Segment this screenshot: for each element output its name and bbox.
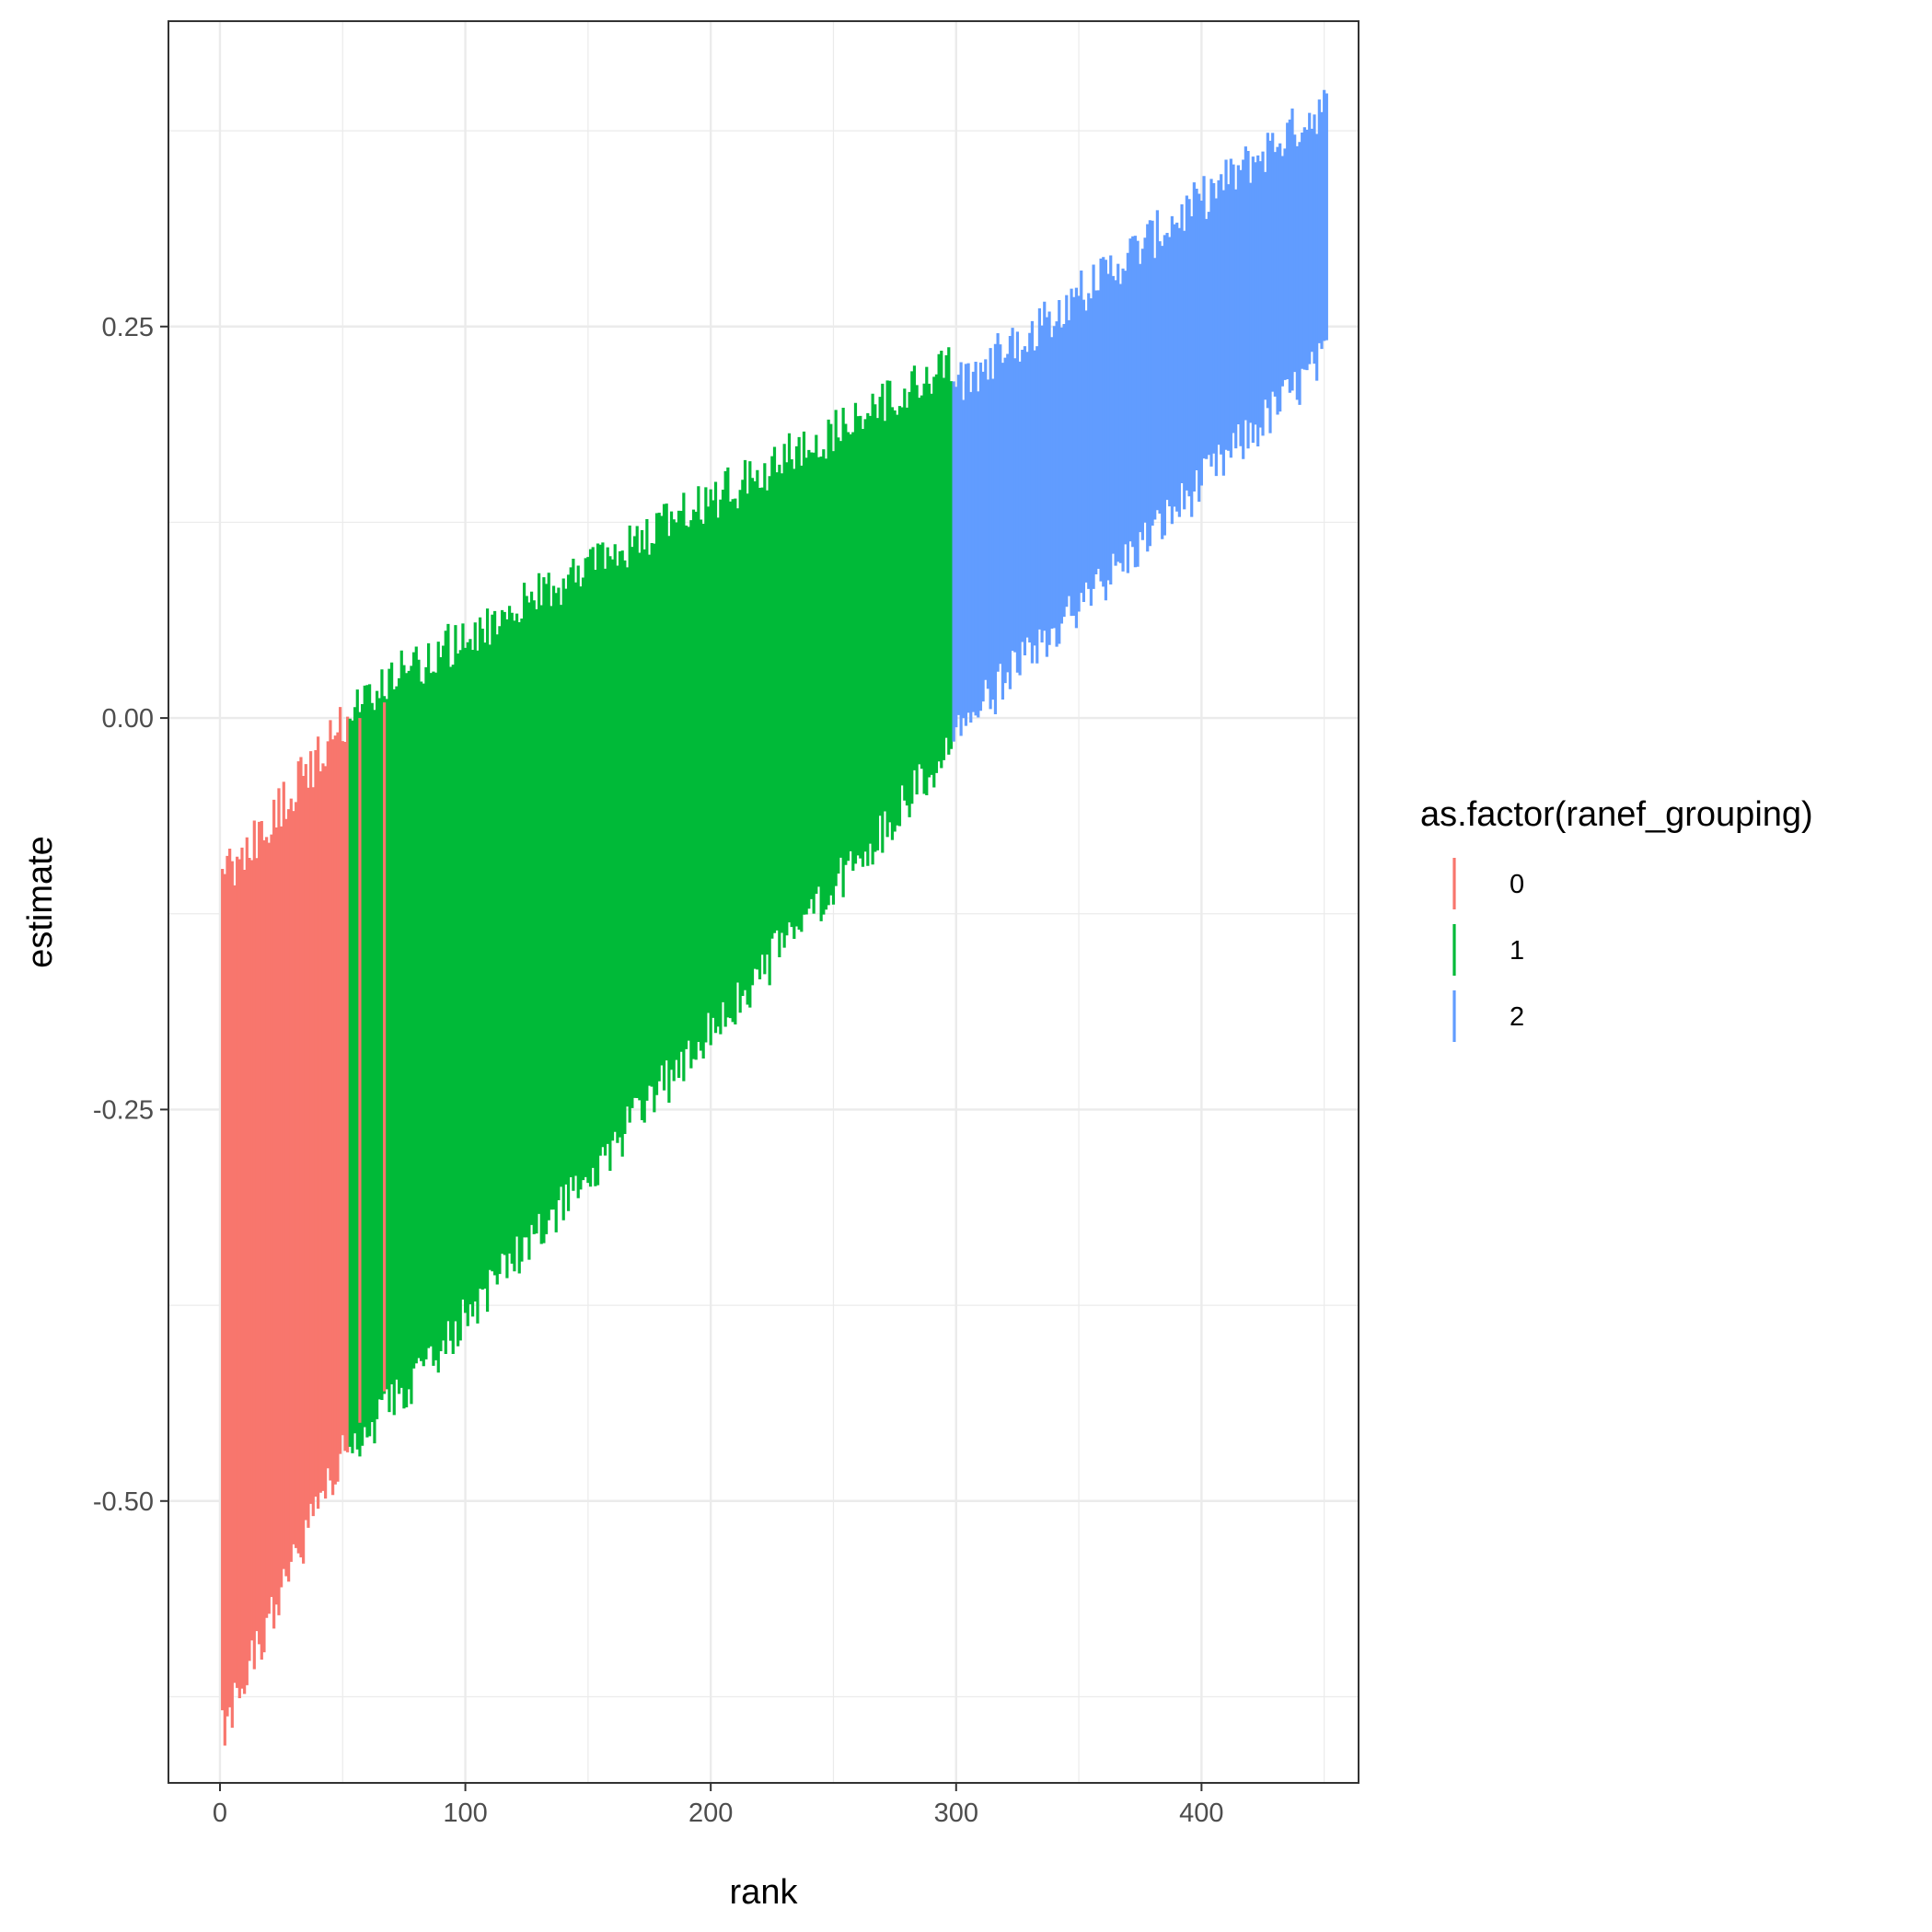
y-tick-label: 0.00 (102, 704, 154, 734)
plot-panel (168, 20, 1359, 1784)
x-axis: 0 100 200 300 400 (213, 1783, 1224, 1828)
x-tick-label: 300 (934, 1799, 978, 1828)
y-tick-label: -0.50 (93, 1487, 154, 1517)
x-tick-label: 0 (213, 1799, 227, 1828)
x-tick-label: 100 (443, 1799, 487, 1828)
legend-title: as.factor(ranef_grouping) (1420, 795, 1813, 834)
legend-label-0: 0 (1510, 870, 1524, 899)
error-bars (221, 89, 1328, 1746)
panel-border (168, 20, 1359, 1784)
y-axis: -0.50 -0.25 0.00 0.25 (93, 313, 168, 1517)
y-tick-label: -0.25 (93, 1095, 154, 1125)
legend-label-2: 2 (1510, 1002, 1524, 1032)
legend-label-1: 1 (1510, 936, 1524, 966)
x-axis-title: rank (730, 1873, 799, 1912)
legend-items: 0 1 2 (1452, 858, 1524, 1042)
y-axis-title: estimate (21, 836, 60, 968)
x-tick-label: 400 (1179, 1799, 1223, 1828)
y-tick-label: 0.25 (102, 313, 154, 342)
legend: as.factor(ranef_grouping) 0 1 2 (1420, 795, 1813, 1042)
x-tick-label: 200 (688, 1799, 733, 1828)
